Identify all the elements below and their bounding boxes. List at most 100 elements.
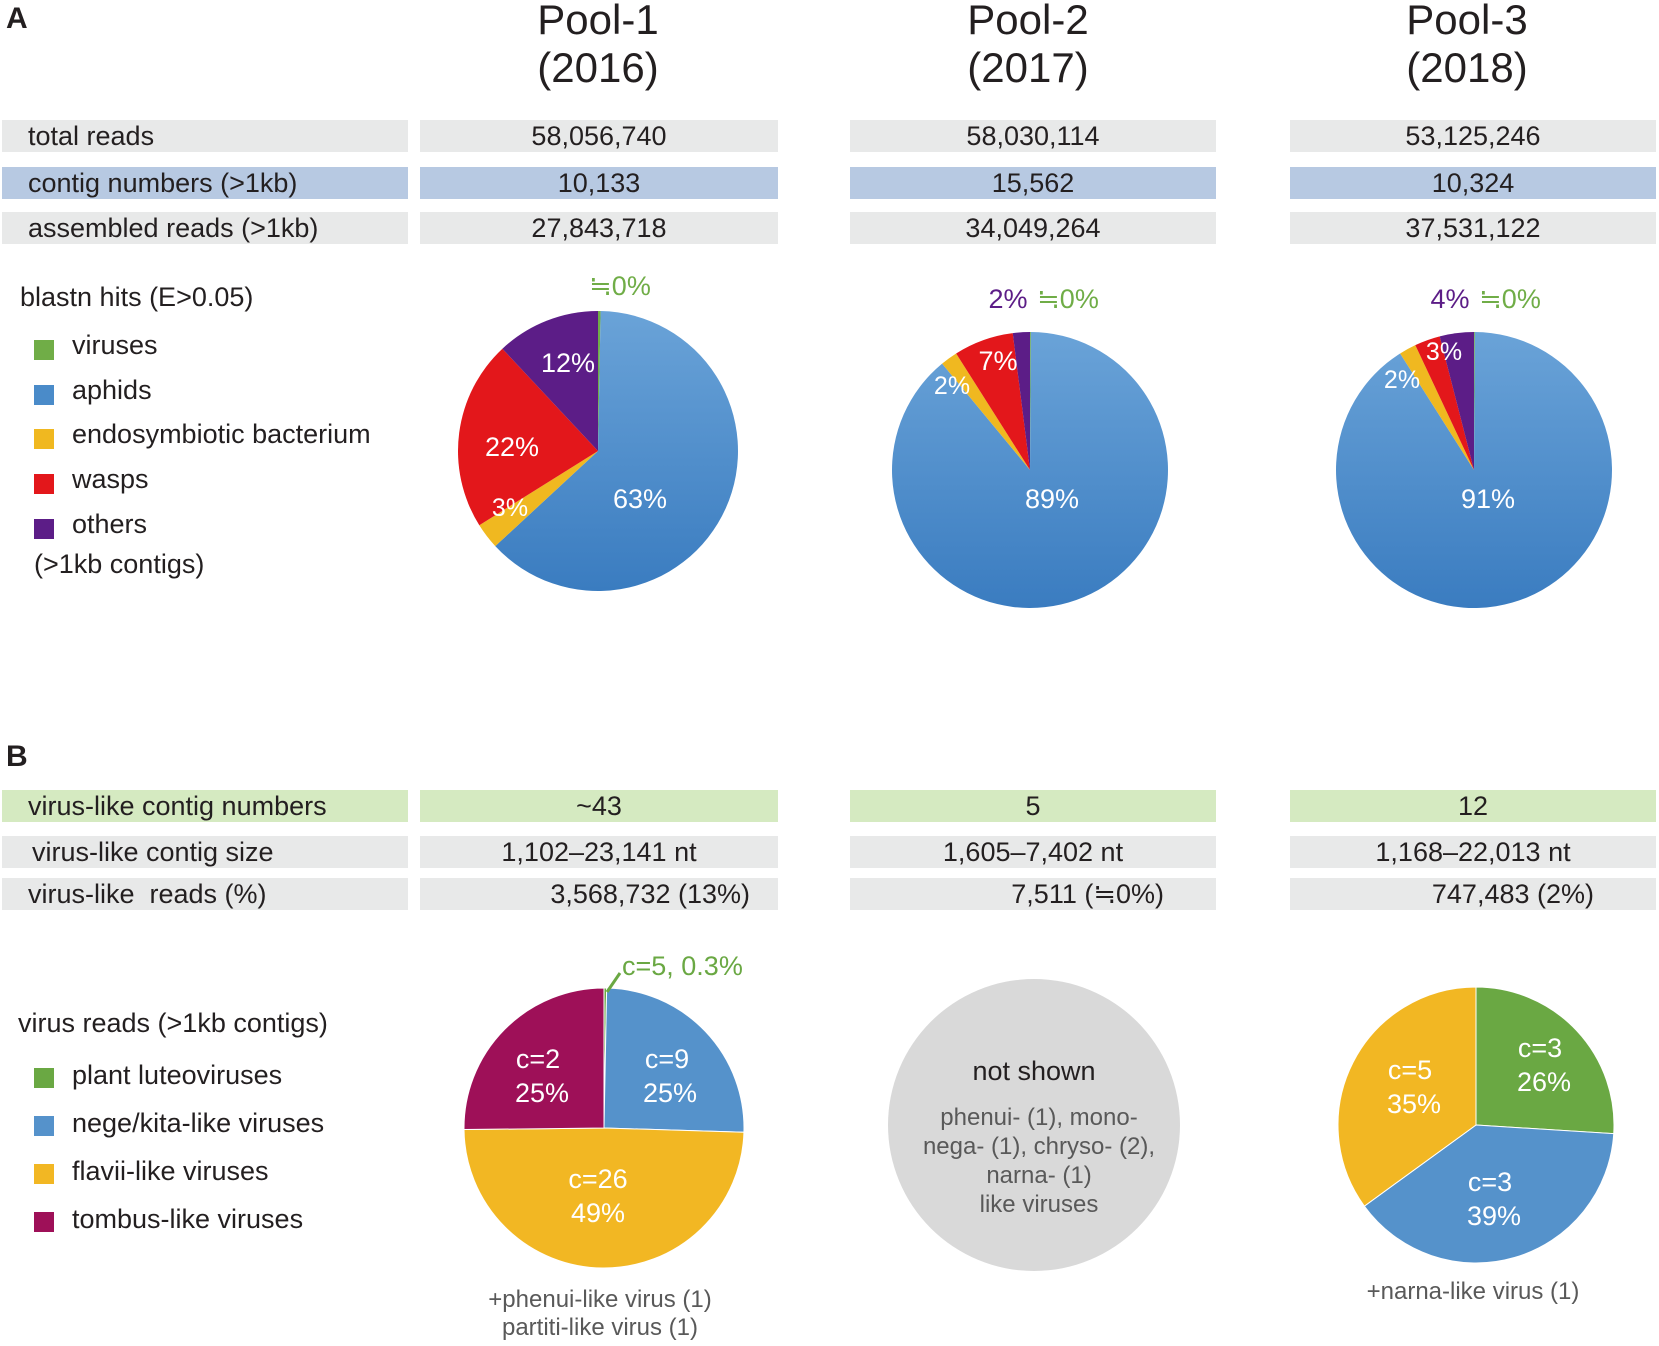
legend-a-label-endosymbiotic: endosymbiotic bacterium — [72, 419, 371, 449]
pie-b-pool3: c=3 26% c=5 35% c=3 39% — [1337, 986, 1615, 1264]
legend-a-swatch-aphids — [34, 385, 54, 405]
not-shown-line-1: phenui- (1), mono- — [940, 1104, 1137, 1131]
pie-a-pool3-label-aphids: 91% — [1461, 484, 1515, 514]
row-virus-contig-numbers-pool1: ~43 — [420, 790, 778, 822]
row-contig-numbers-pool2: 15,562 — [850, 167, 1216, 199]
pie-a-pool2-label-endosymbiotic: 2% — [934, 372, 970, 400]
pool-3-name: Pool-3 — [1406, 0, 1528, 43]
pie-a-pool2: 2% ≒0% 7% 2% 89% — [892, 284, 1168, 609]
pie-a-pool3-label-endosymbiotic: 2% — [1384, 366, 1420, 394]
row-contig-numbers-pool1: 10,133 — [420, 167, 778, 199]
pie-a-pool3-label-others: 4% — [1430, 284, 1469, 314]
pie-a-pool1-label-aphids: 63% — [613, 484, 667, 514]
pool1-extra-note-1: +phenui-like virus (1) — [488, 1286, 712, 1313]
pie-b-pool1-percent-flavi: 49% — [571, 1198, 625, 1228]
pie-b-pool1: c=5, 0.3% c=2 25% c=9 25% c=26 49% — [463, 951, 745, 1269]
pie-b-pool3-slice-plant-luteoviruses — [1475, 986, 1615, 1135]
pie-a-pool1-slice-viruses — [598, 311, 601, 451]
legend-a-label-viruses: viruses — [72, 330, 158, 360]
row-assembled-reads-label: assembled reads (>1kb) — [2, 212, 408, 244]
pie-b-pool3-count-luteo: c=3 — [1518, 1033, 1562, 1063]
not-shown-line-2: nega- (1), chryso- (2), — [923, 1133, 1155, 1160]
pie-a-pool1-slice-wasps — [458, 348, 598, 526]
pie-b-pool1-count-flavi: c=26 — [568, 1164, 627, 1194]
legend-b-label-flavi: flavii-like viruses — [72, 1156, 269, 1186]
pie-a-pool1-slice-aphids — [495, 311, 738, 591]
row-virus-contig-numbers-label: virus-like contig numbers — [2, 790, 408, 822]
pie-a-pool3-slice-others — [1439, 332, 1474, 470]
pie-a-pool3: 4% ≒0% 3% 2% 91% — [1336, 284, 1612, 608]
panel-a-letter: A — [6, 2, 28, 35]
legend-a-footer: (>1kb contigs) — [34, 549, 205, 579]
pie-a-pool2-label-viruses: ≒0% — [1037, 284, 1099, 314]
pie-b-pool1-percent-tombus: 25% — [515, 1078, 569, 1108]
row-virus-contig-size-pool3: 1,168–22,013 nt — [1290, 836, 1656, 868]
legend-a-title: blastn hits (E>0.05) — [20, 282, 254, 312]
pie-a-pool1-label-endosymbiotic: 3% — [492, 494, 528, 522]
pie-b-pool1-count-tombus: c=2 — [516, 1044, 560, 1074]
pool-1-name: Pool-1 — [537, 0, 659, 43]
pie-a-pool1-label-others: 12% — [541, 348, 595, 378]
row-assembled-reads-pool3: 37,531,122 — [1290, 212, 1656, 244]
pie-b-pool3-slice-nege-kita-like-viruses — [1363, 1124, 1615, 1264]
legend-b-swatch-tombus — [34, 1212, 54, 1232]
legend-b-label-tombus: tombus-like viruses — [72, 1204, 304, 1234]
pie-b-pool1-label-luteo: c=5, 0.3% — [622, 951, 743, 981]
pie-a-pool2-label-others: 2% — [988, 284, 1027, 314]
pie-a-pool3-slice-aphids — [1336, 332, 1612, 608]
row-virus-reads-label: virus-like reads (%) — [2, 878, 408, 910]
row-virus-reads-pool1: 3,568,732 (13%) — [420, 878, 778, 910]
pie-b-pool3-count-flavi: c=5 — [1388, 1055, 1432, 1085]
pie-a-pool2-label-aphids: 89% — [1025, 484, 1079, 514]
legend-a-swatch-endosymbiotic — [34, 429, 54, 449]
pie-b-pool3-percent-nege: 39% — [1467, 1201, 1521, 1231]
pie-a-pool3-slice-viruses — [1474, 332, 1475, 470]
pie-b-pool2-not-shown: not shown phenui- (1), mono- nega- (1), … — [888, 979, 1180, 1271]
row-total-reads-pool1: 58,056,740 — [420, 120, 778, 152]
pie-a-pool2-slice-aphids — [892, 332, 1168, 609]
pie-a-pool3-label-wasps: 3% — [1426, 338, 1462, 366]
pie-b-pool1-slice-tombus-like-viruses — [463, 987, 605, 1131]
legend-b-label-nege: nege/kita-like viruses — [72, 1108, 325, 1138]
pie-b-pool3-slice-flavii-like-viruses — [1337, 986, 1477, 1207]
row-contig-numbers-label: contig numbers (>1kb) — [2, 167, 408, 199]
not-shown-title: not shown — [972, 1056, 1095, 1086]
pie-a-pool3-label-viruses: ≒0% — [1479, 284, 1541, 314]
legend-b-title: virus reads (>1kb contigs) — [18, 1008, 328, 1038]
legend-a-swatch-viruses — [34, 340, 54, 360]
row-contig-numbers-pool3: 10,324 — [1290, 167, 1656, 199]
pie-b-pool3-percent-flavi: 35% — [1387, 1089, 1441, 1119]
row-total-reads-pool2: 58,030,114 — [850, 120, 1216, 152]
row-virus-contig-size-label: virus-like contig size — [2, 836, 408, 868]
not-shown-line-3: narna- (1) — [986, 1162, 1091, 1189]
legend-b-swatch-luteo — [34, 1068, 54, 1088]
not-shown-line-4: like viruses — [980, 1191, 1099, 1218]
pie-b-pool1-percent-nege: 25% — [643, 1078, 697, 1108]
pool-3-year: (2018) — [1406, 44, 1528, 91]
pool-2-title: Pool-2 (2017) — [848, 0, 1208, 92]
legend-b-swatch-flavi — [34, 1164, 54, 1184]
pie-b-pool3-count-nege: c=3 — [1468, 1167, 1512, 1197]
legend-b-label-luteo: plant luteoviruses — [72, 1060, 283, 1090]
pie-a-pool1: ≒0% 12% 22% 3% 63% — [458, 271, 738, 591]
pie-a-pool1-label-viruses: ≒0% — [589, 271, 651, 301]
pie-a-pool3-slice-wasps — [1415, 336, 1474, 470]
pie-b-pool1-leader-line — [605, 972, 622, 993]
pie-b-pool1-slice-flavii-like-viruses — [463, 1127, 745, 1269]
pie-a-pool1-slice-endosymbiotic-bacterium — [479, 451, 598, 547]
row-virus-reads-pool2: 7,511 (≒0%) — [850, 878, 1216, 910]
pie-a-pool2-slice-endosymbiotic-bacterium — [942, 353, 1030, 470]
not-shown-circle — [888, 979, 1180, 1271]
legend-a-label-others: others — [72, 509, 148, 539]
pie-a-pool1-slice-others — [502, 311, 598, 451]
pie-a-pool2-slice-viruses — [1030, 332, 1031, 470]
legend-a-swatch-others — [34, 519, 54, 539]
pool-1-year: (2016) — [537, 44, 659, 91]
pie-a-pool1-label-wasps: 22% — [485, 432, 539, 462]
pool-2-name: Pool-2 — [967, 0, 1089, 43]
pie-a-pool2-slice-others — [1012, 332, 1030, 470]
row-assembled-reads-pool2: 34,049,264 — [850, 212, 1216, 244]
row-virus-reads-pool3: 747,483 (2%) — [1290, 878, 1656, 910]
row-virus-contig-size-pool2: 1,605–7,402 nt — [850, 836, 1216, 868]
legend-b-swatch-nege — [34, 1116, 54, 1136]
